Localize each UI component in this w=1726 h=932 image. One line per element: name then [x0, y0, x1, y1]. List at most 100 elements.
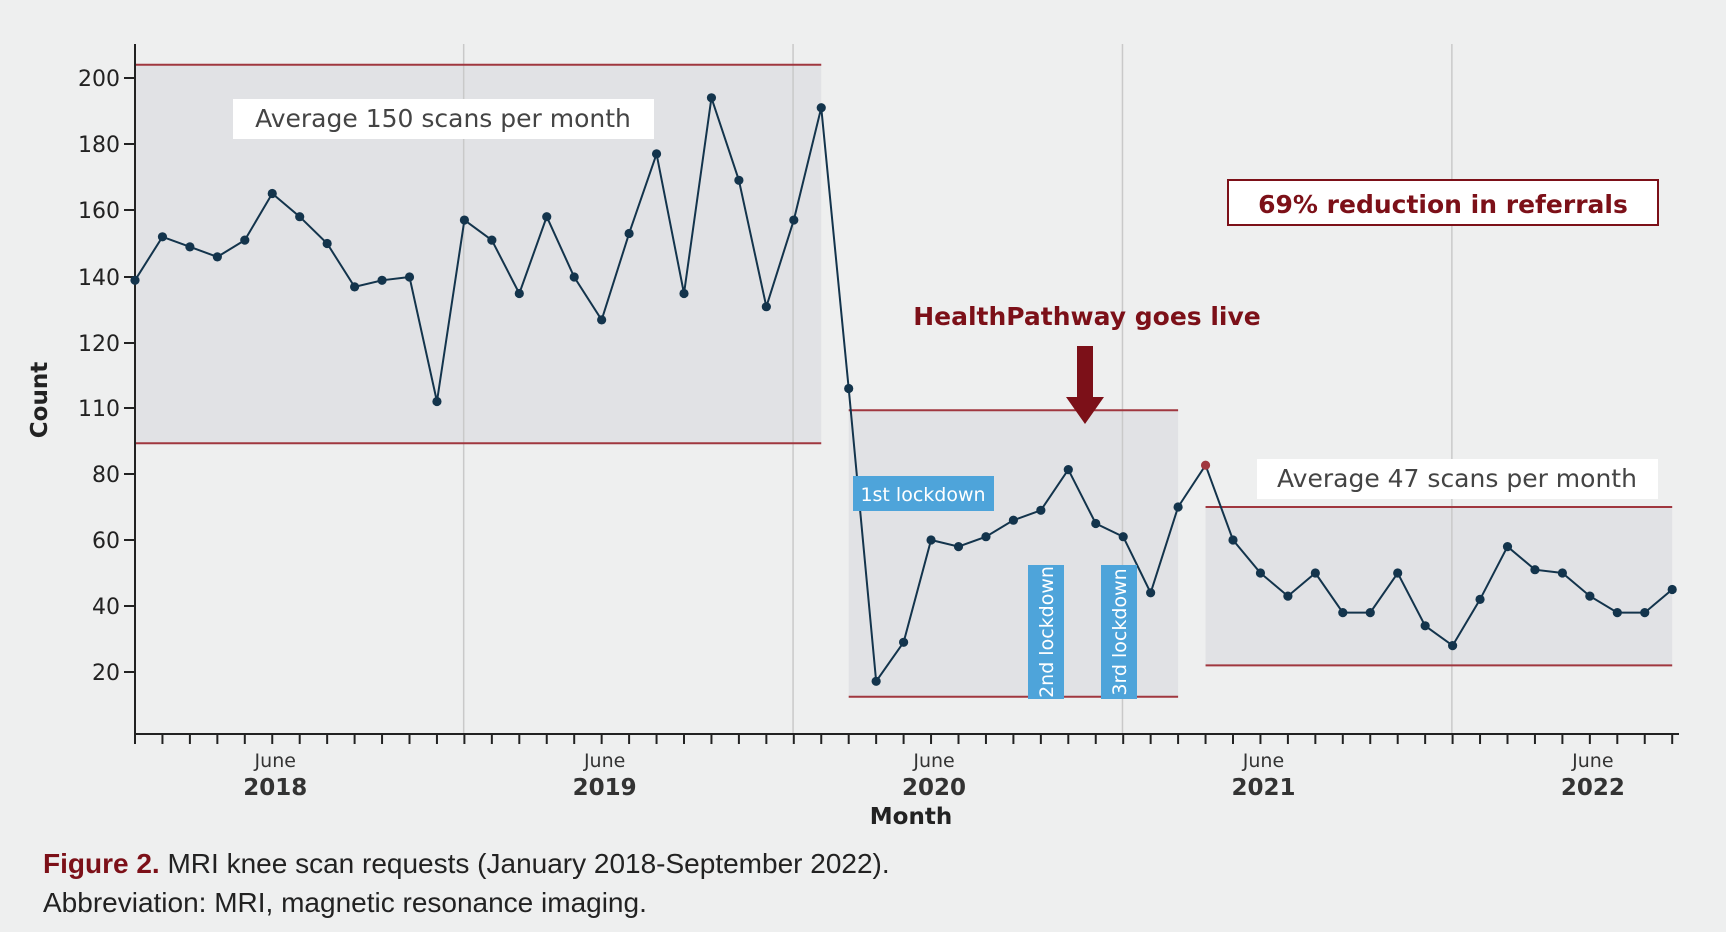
data-point — [212, 252, 222, 262]
y-tick-label: 40 — [92, 595, 120, 620]
data-point — [624, 228, 634, 239]
figure-label: Figure 2. — [43, 848, 160, 879]
data-point — [1063, 465, 1073, 475]
data-point — [130, 275, 140, 285]
data-point — [706, 93, 717, 103]
y-tick-label: 120 — [78, 332, 120, 357]
data-point — [514, 288, 524, 299]
x-axis-title: Month — [870, 804, 952, 830]
data-point — [1365, 608, 1375, 618]
data-point — [1585, 591, 1595, 601]
data-point — [1091, 518, 1101, 529]
data-point — [1173, 502, 1183, 512]
y-tick-label: 200 — [78, 67, 120, 92]
go-live-arrow-icon — [1066, 346, 1104, 424]
go-live-label: HealthPathway goes live — [913, 302, 1261, 331]
data-point — [1228, 535, 1238, 545]
figure-caption: Figure 2. MRI knee scan requests (Januar… — [43, 848, 890, 880]
data-point — [679, 288, 689, 299]
data-point — [185, 242, 195, 252]
data-point — [1530, 565, 1540, 575]
data-point — [789, 215, 799, 225]
data-point — [432, 396, 442, 407]
data-point — [926, 535, 936, 545]
data-point — [844, 383, 854, 394]
x-tick-month-label: June — [1571, 750, 1613, 772]
data-point — [1200, 460, 1211, 470]
reduction-label: 69% reduction in referrals — [1258, 190, 1628, 219]
data-point — [1640, 608, 1650, 618]
data-point — [1283, 591, 1293, 601]
data-point — [1667, 584, 1677, 595]
data-point — [651, 149, 662, 159]
x-tick-month-label: June — [254, 750, 296, 772]
data-point — [1420, 621, 1430, 631]
y-axis-title: Count — [27, 362, 53, 438]
data-point — [487, 235, 497, 245]
y-tick-label: 20 — [92, 661, 120, 686]
data-point — [1118, 532, 1128, 542]
data-point — [1448, 641, 1458, 651]
x-tick-year-label: 2018 — [243, 775, 307, 801]
data-point — [981, 532, 991, 542]
data-point — [1310, 568, 1320, 578]
avg-47-label-box — [1257, 459, 1658, 499]
data-point — [1502, 542, 1513, 552]
x-tick-month-label: June — [912, 750, 954, 772]
y-tick-label: 180 — [78, 133, 120, 158]
x-axis-ticks — [134, 734, 1674, 744]
phase-band-post — [1205, 507, 1673, 666]
data-point — [157, 232, 168, 242]
data-point — [816, 103, 826, 113]
data-point — [377, 275, 387, 285]
data-point — [1036, 505, 1046, 515]
data-point — [569, 272, 579, 282]
data-point — [1475, 594, 1485, 605]
data-point — [267, 188, 277, 199]
data-point — [542, 212, 552, 222]
lockdown-1-box — [853, 476, 994, 511]
lockdown-2-box — [1028, 565, 1064, 699]
lockdown-3-box — [1101, 565, 1137, 699]
y-tick-label: 60 — [92, 529, 120, 554]
y-tick-label: 160 — [78, 199, 120, 224]
avg-150-label-box — [233, 99, 654, 139]
data-point — [459, 215, 469, 225]
data-point — [871, 676, 881, 686]
x-tick-year-label: 2019 — [573, 775, 637, 801]
mri-scan-chart: 20 40 60 80 110 120 140 160 180 200 June 2018 June 2… — [27, 44, 1679, 830]
x-tick-year-label: 2022 — [1561, 775, 1625, 801]
data-point — [322, 238, 332, 249]
x-axis-tick-labels: June 2018 June 2019 June 2020 June 2021 June 2022 — [243, 750, 1625, 801]
y-axis-ticks: 20 40 60 80 110 120 140 160 180 200 — [78, 67, 135, 686]
x-tick-month-label: June — [1242, 750, 1284, 772]
lockdown-2-label: 2nd lockdown — [1036, 566, 1058, 698]
lockdown-1-label: 1st lockdown — [860, 484, 985, 506]
data-point — [404, 272, 415, 282]
figure-caption-text: MRI knee scan requests (January 2018-Sep… — [159, 848, 890, 879]
control-limits — [135, 63, 1673, 698]
data-point — [1612, 608, 1622, 618]
data-point — [597, 315, 607, 325]
lockdown-3-label: 3rd lockdown — [1109, 568, 1131, 695]
avg-150-label: Average 150 scans per month — [255, 104, 631, 133]
data-point — [295, 212, 305, 222]
data-point — [1146, 588, 1156, 598]
y-tick-label: 80 — [92, 463, 120, 488]
data-point — [1557, 568, 1567, 578]
data-point — [761, 302, 771, 312]
data-point — [1008, 515, 1019, 525]
figure-abbreviation: Abbreviation: MRI, magnetic resonance im… — [43, 887, 647, 918]
data-point — [240, 235, 250, 245]
x-tick-year-label: 2021 — [1231, 775, 1295, 801]
reduction-box — [1227, 179, 1659, 226]
y-tick-label: 110 — [78, 397, 120, 422]
data-point — [734, 175, 744, 185]
data-point — [1393, 568, 1403, 578]
y-tick-label: 140 — [78, 266, 120, 291]
avg-47-label: Average 47 scans per month — [1277, 464, 1637, 493]
data-point — [350, 282, 360, 292]
data-point — [899, 637, 909, 647]
data-point — [1338, 608, 1348, 618]
data-points — [130, 93, 1677, 686]
